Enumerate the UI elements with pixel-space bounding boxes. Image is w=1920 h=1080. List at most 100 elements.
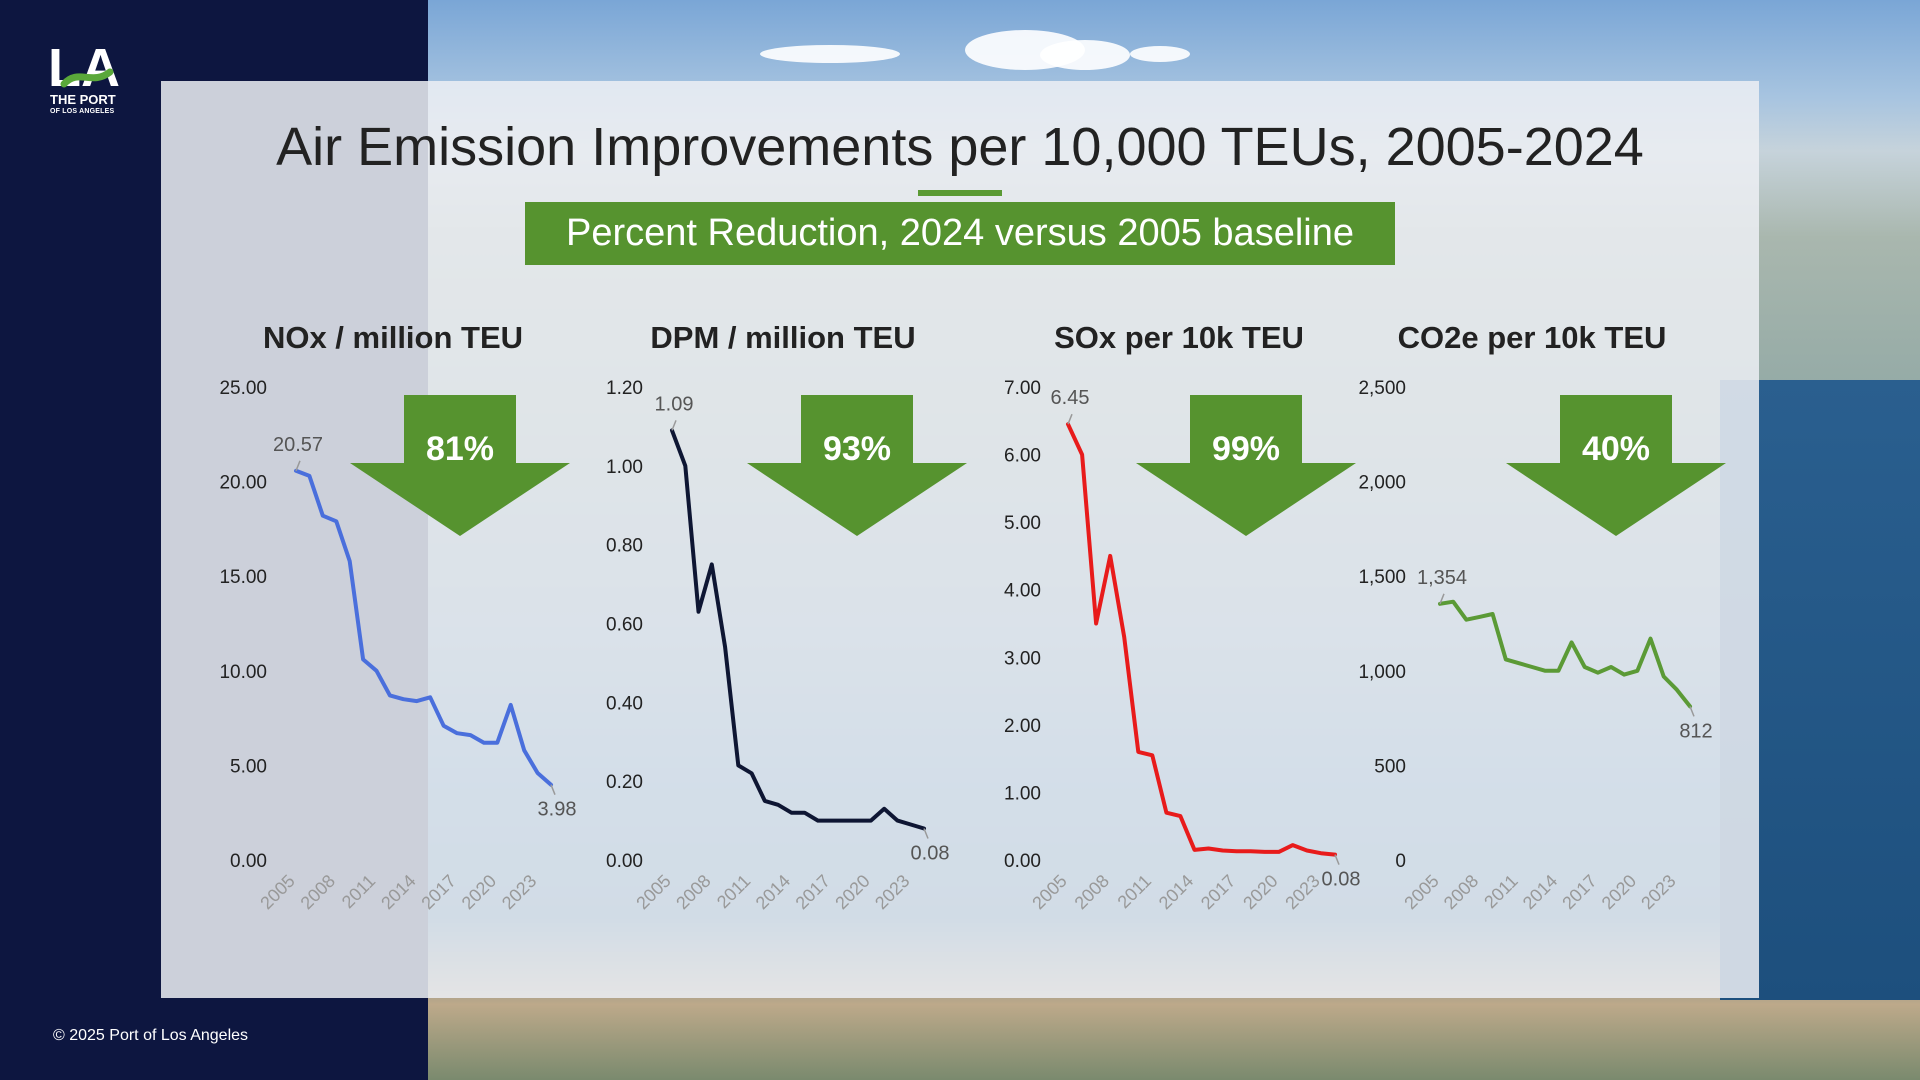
chart-3-first-label-leader xyxy=(1067,413,1073,425)
chart-3-last-label-leader xyxy=(1334,854,1340,865)
chart-2-x-tick: 2017 xyxy=(792,871,834,913)
chart-3-x-tick: 2008 xyxy=(1071,871,1113,913)
chart-2-down-arrow-icon xyxy=(747,395,967,536)
cloud xyxy=(1040,40,1130,70)
chart-2-y-tick: 1.20 xyxy=(606,378,643,399)
chart-4-x-tick: 2023 xyxy=(1637,871,1679,913)
slide-title: Air Emission Improvements per 10,000 TEU… xyxy=(276,117,1644,177)
chart-4-x-tick: 2005 xyxy=(1400,871,1442,913)
cloud xyxy=(760,45,900,63)
chart-1-last-value-label: 3.98 xyxy=(538,799,577,821)
chart-4-down-arrow-icon xyxy=(1506,395,1726,536)
chart-2-y-tick: 0.80 xyxy=(606,536,643,557)
chart-4-y-tick: 0 xyxy=(1395,851,1406,872)
chart-4-title: CO2e per 10k TEU xyxy=(1398,320,1667,355)
chart-2-y-tick: 0.00 xyxy=(606,851,643,872)
cloud xyxy=(1130,46,1190,62)
title-underline xyxy=(918,190,1002,196)
chart-4-y-tick: 500 xyxy=(1374,756,1406,777)
chart-1-down-arrow-icon xyxy=(350,395,570,536)
chart-4-y-tick: 2,000 xyxy=(1358,473,1406,494)
chart-3-reduction-label: 99% xyxy=(1212,430,1280,468)
chart-3-x-tick: 2005 xyxy=(1028,871,1070,913)
chart-1-x-tick: 2011 xyxy=(338,871,380,913)
chart-3-x-tick: 2011 xyxy=(1114,871,1156,913)
chart-3-down-arrow-icon xyxy=(1136,395,1356,536)
logo-mark: LA xyxy=(48,38,120,98)
chart-1-x-tick: 2014 xyxy=(377,871,419,913)
chart-2-last-value-label: 0.08 xyxy=(911,842,950,864)
chart-2-x-tick: 2005 xyxy=(632,871,674,913)
chart-2-first-label-leader xyxy=(671,420,677,431)
chart-1-title: NOx / million TEU xyxy=(263,320,523,355)
chart-1-x-tick: 2020 xyxy=(458,871,500,913)
chart-1-y-tick: 15.00 xyxy=(219,567,267,588)
port-logo: LA xyxy=(48,38,120,98)
chart-1-last-label-leader xyxy=(550,784,556,795)
chart-3-y-tick: 7.00 xyxy=(1004,378,1041,399)
logo-wave-icon xyxy=(60,68,114,88)
chart-3-last-value-label: 0.08 xyxy=(1322,869,1361,891)
chart-1-y-tick: 25.00 xyxy=(219,378,267,399)
chart-2-y-tick: 0.60 xyxy=(606,615,643,636)
chart-3-title: SOx per 10k TEU xyxy=(1054,320,1304,355)
chart-4-x-tick: 2014 xyxy=(1519,871,1561,913)
chart-1-y-tick: 5.00 xyxy=(230,756,267,777)
chart-2-last-label-leader xyxy=(923,828,929,839)
chart-4-y-tick: 2,500 xyxy=(1358,378,1406,399)
chart-1-y-tick: 0.00 xyxy=(230,851,267,872)
chart-4-series-line xyxy=(1438,599,1692,709)
logo-line1: THE PORT xyxy=(50,92,116,107)
chart-2-x-tick: 2008 xyxy=(672,871,714,913)
chart-4-last-label-leader xyxy=(1689,706,1695,717)
chart-3-y-tick: 1.00 xyxy=(1004,783,1041,804)
chart-4-first-value-label: 1,354 xyxy=(1417,567,1467,589)
chart-3-y-tick: 3.00 xyxy=(1004,648,1041,669)
chart-3-x-tick: 2023 xyxy=(1281,871,1323,913)
chart-2-y-tick: 1.00 xyxy=(606,457,643,478)
chart-2-x-tick: 2023 xyxy=(871,871,913,913)
chart-3-series-line xyxy=(1066,422,1337,857)
copyright-notice: © 2025 Port of Los Angeles xyxy=(53,1027,249,1044)
chart-2-x-tick: 2014 xyxy=(752,871,794,913)
chart-1-y-tick: 20.00 xyxy=(219,473,267,494)
logo-text: THE PORT OF LOS ANGELES xyxy=(50,92,116,118)
chart-1-x-tick: 2017 xyxy=(417,871,459,913)
chart-3-first-value-label: 6.45 xyxy=(1051,387,1090,409)
chart-1-x-tick: 2005 xyxy=(256,871,298,913)
chart-4-reduction-label: 40% xyxy=(1582,430,1650,468)
chart-2-title: DPM / million TEU xyxy=(650,320,915,355)
chart-3-y-tick: 2.00 xyxy=(1004,716,1041,737)
chart-4-x-tick: 2017 xyxy=(1558,871,1600,913)
chart-4-last-value-label: 812 xyxy=(1679,720,1712,742)
chart-3-x-tick: 2017 xyxy=(1197,871,1239,913)
chart-2-x-tick: 2020 xyxy=(831,871,873,913)
chart-2-y-tick: 0.40 xyxy=(606,693,643,714)
chart-2-y-tick: 0.20 xyxy=(606,772,643,793)
chart-3-y-tick: 5.00 xyxy=(1004,513,1041,534)
chart-2-x-tick: 2011 xyxy=(713,871,755,913)
chart-3-y-tick: 4.00 xyxy=(1004,581,1041,602)
chart-1-series-line xyxy=(294,468,553,787)
chart-3-x-tick: 2020 xyxy=(1239,871,1281,913)
chart-4-y-tick: 1,500 xyxy=(1358,567,1406,588)
chart-4-y-tick: 1,000 xyxy=(1358,662,1406,683)
chart-2-first-value-label: 1.09 xyxy=(655,393,694,415)
chart-4-x-tick: 2008 xyxy=(1440,871,1482,913)
chart-3-y-tick: 0.00 xyxy=(1004,851,1041,872)
logo-line2: OF LOS ANGELES xyxy=(50,108,115,115)
chart-1-y-tick: 10.00 xyxy=(219,662,267,683)
chart-2-series-line xyxy=(670,428,926,831)
chart-1-x-tick: 2008 xyxy=(297,871,339,913)
chart-4-x-tick: 2020 xyxy=(1598,871,1640,913)
chart-1-reduction-label: 81% xyxy=(426,430,494,468)
chart-3-y-tick: 6.00 xyxy=(1004,446,1041,467)
chart-3-x-tick: 2014 xyxy=(1155,871,1197,913)
chart-4-x-tick: 2011 xyxy=(1480,871,1522,913)
chart-1-first-value-label: 20.57 xyxy=(273,434,323,456)
chart-4-first-label-leader xyxy=(1439,593,1445,605)
chart-1-first-label-leader xyxy=(295,460,301,472)
chart-1-x-tick: 2023 xyxy=(498,871,540,913)
percent-reduction-banner: Percent Reduction, 2024 versus 2005 base… xyxy=(525,202,1395,265)
